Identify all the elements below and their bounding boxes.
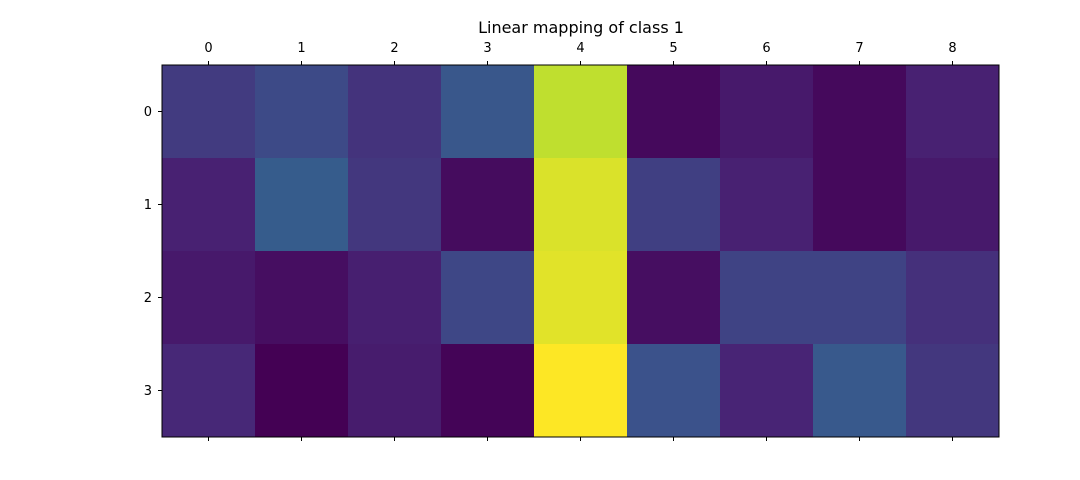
heatmap-cell-r1-c5 xyxy=(627,158,721,252)
heatmap-cell-r1-c6 xyxy=(720,158,814,252)
x-tick-label-6: 6 xyxy=(762,41,770,56)
heatmap-cell-r2-c8 xyxy=(906,251,1000,345)
heatmap-cells xyxy=(162,65,1000,438)
heatmap-cell-r0-c3 xyxy=(441,65,535,159)
x-tick-label-1: 1 xyxy=(297,41,305,56)
heatmap-cell-r3-c6 xyxy=(720,344,814,438)
x-tick-label-2: 2 xyxy=(390,41,398,56)
y-axis-ticks: 0 1 2 3 xyxy=(144,105,162,399)
heatmap-cell-r3-c8 xyxy=(906,344,1000,438)
heatmap-cell-r1-c1 xyxy=(255,158,349,252)
heatmap-cell-r1-c0 xyxy=(162,158,256,252)
heatmap-cell-r1-c7 xyxy=(813,158,907,252)
y-tick-label-0: 0 xyxy=(144,105,152,120)
heatmap-cell-r3-c5 xyxy=(627,344,721,438)
heatmap-cell-r2-c0 xyxy=(162,251,256,345)
heatmap-cell-r3-c2 xyxy=(348,344,442,438)
x-tick-label-3: 3 xyxy=(483,41,491,56)
heatmap-cell-r1-c4 xyxy=(534,158,628,252)
x-tick-label-8: 8 xyxy=(948,41,956,56)
heatmap-cell-r1-c2 xyxy=(348,158,442,252)
heatmap-cell-r0-c4 xyxy=(534,65,628,159)
heatmap-cell-r0-c8 xyxy=(906,65,1000,159)
x-axis-ticks: 0 1 2 3 4 5 6 7 8 xyxy=(204,41,957,441)
heatmap-cell-r3-c3 xyxy=(441,344,535,438)
heatmap-cell-r2-c2 xyxy=(348,251,442,345)
heatmap-cell-r0-c7 xyxy=(813,65,907,159)
heatmap-cell-r0-c1 xyxy=(255,65,349,159)
heatmap-cell-r2-c4 xyxy=(534,251,628,345)
x-tick-label-7: 7 xyxy=(855,41,863,56)
heatmap-cell-r3-c0 xyxy=(162,344,256,438)
heatmap-cell-r2-c1 xyxy=(255,251,349,345)
heatmap-cell-r2-c7 xyxy=(813,251,907,345)
y-tick-label-2: 2 xyxy=(144,291,152,306)
heatmap-cell-r0-c5 xyxy=(627,65,721,159)
x-tick-label-5: 5 xyxy=(669,41,677,56)
heatmap-cell-r3-c1 xyxy=(255,344,349,438)
y-tick-label-3: 3 xyxy=(144,384,152,399)
heatmap-cell-r2-c6 xyxy=(720,251,814,345)
heatmap-cell-r3-c4 xyxy=(534,344,628,438)
x-tick-label-0: 0 xyxy=(204,41,212,56)
x-tick-label-4: 4 xyxy=(576,41,584,56)
heatmap-cell-r3-c7 xyxy=(813,344,907,438)
heatmap-cell-r0-c2 xyxy=(348,65,442,159)
heatmap-cell-r0-c0 xyxy=(162,65,256,159)
y-tick-label-1: 1 xyxy=(144,198,152,213)
heatmap-cell-r1-c3 xyxy=(441,158,535,252)
heatmap-cell-r0-c6 xyxy=(720,65,814,159)
heatmap-cell-r1-c8 xyxy=(906,158,1000,252)
chart-title: Linear mapping of class 1 xyxy=(478,18,684,37)
heatmap-cell-r2-c3 xyxy=(441,251,535,345)
heatmap-cell-r2-c5 xyxy=(627,251,721,345)
